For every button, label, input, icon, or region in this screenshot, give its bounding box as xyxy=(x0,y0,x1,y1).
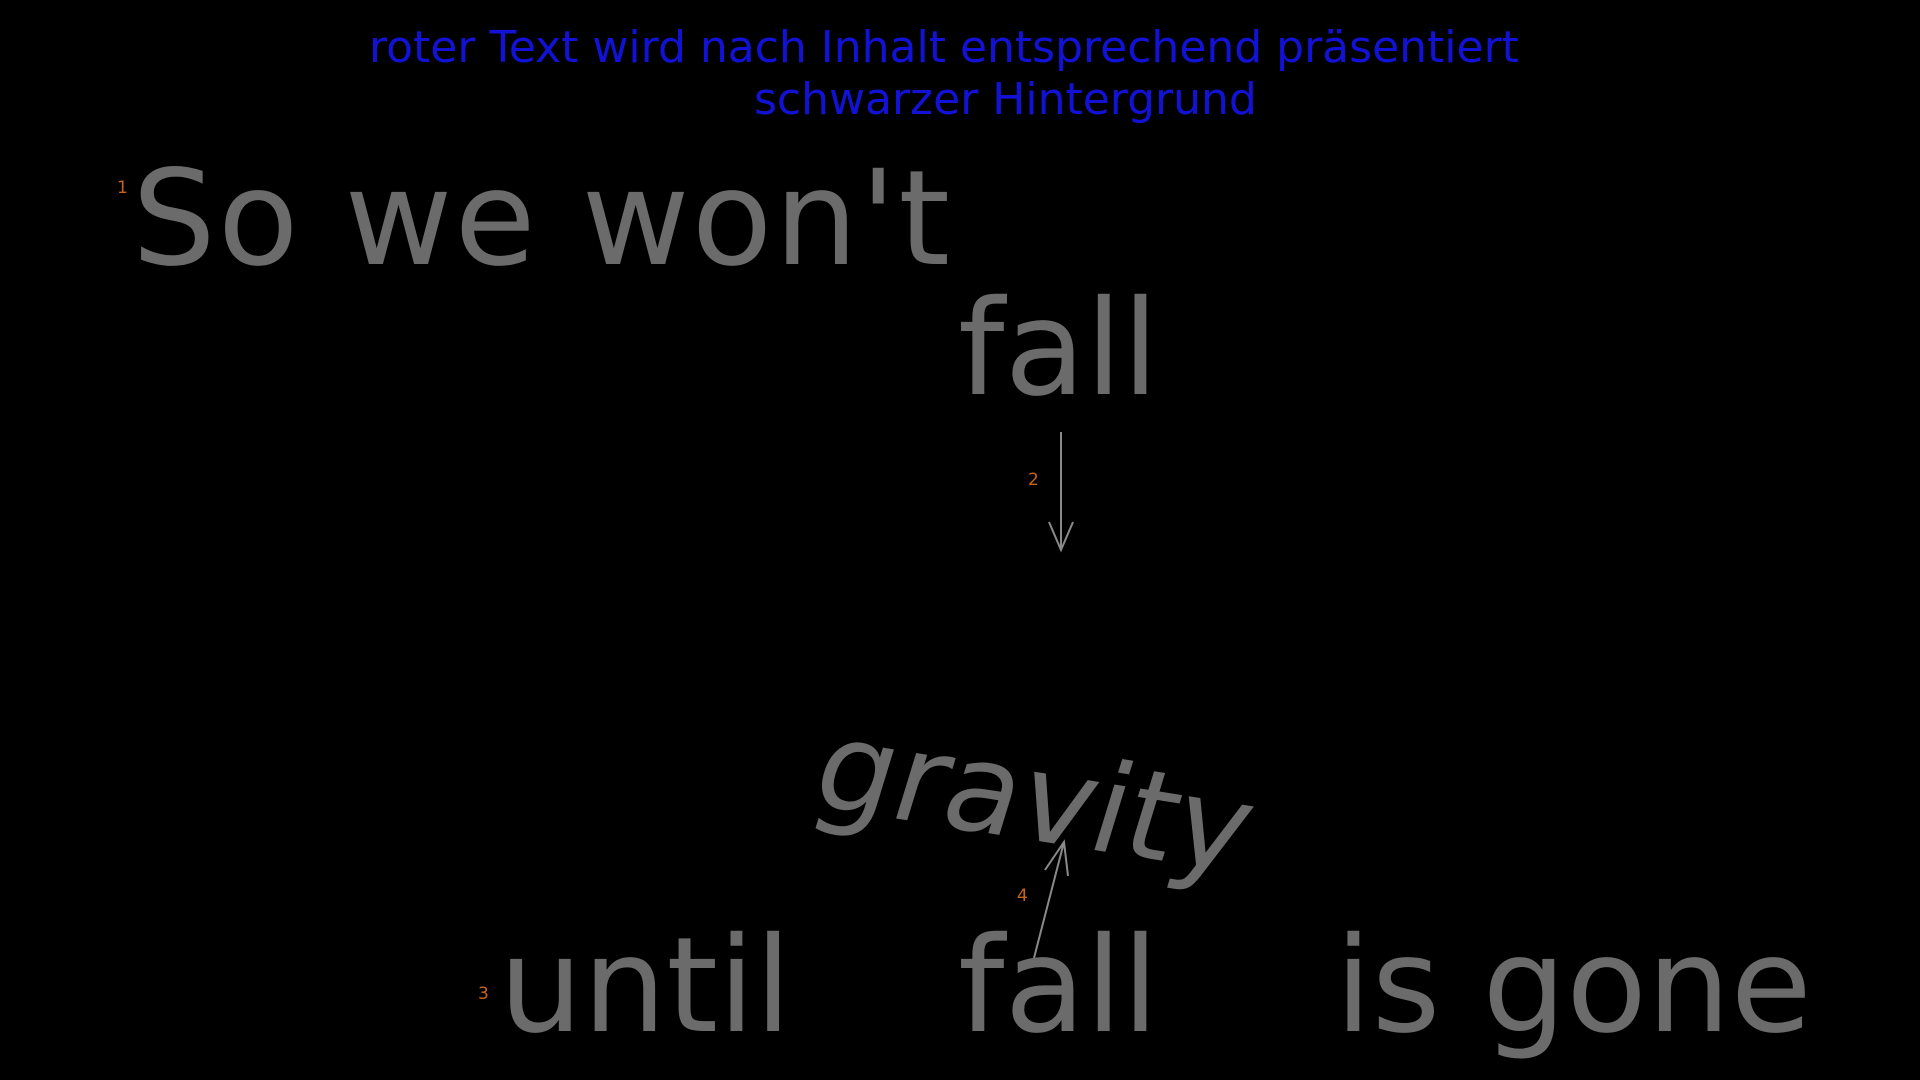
lyric-gravity: gravity xyxy=(798,694,1272,902)
down-arrow-icon xyxy=(1048,432,1074,553)
lyric-so-we-wont: So we won't xyxy=(132,142,953,296)
step-marker-2: 2 xyxy=(1028,470,1039,490)
lyric-fall-bottom: fall xyxy=(958,909,1159,1063)
lyric-fall-top: fall xyxy=(958,272,1159,426)
step-marker-1: 1 xyxy=(117,178,128,198)
stage-direction-line-2: schwarzer Hintergrund xyxy=(754,74,1257,125)
stage-direction-line-1: roter Text wird nach Inhalt entsprechend… xyxy=(369,22,1519,73)
step-marker-3: 3 xyxy=(478,984,489,1004)
step-marker-4: 4 xyxy=(1017,886,1028,906)
lyric-is-gone: is gone xyxy=(1335,909,1812,1063)
lyric-until: until xyxy=(499,909,792,1063)
